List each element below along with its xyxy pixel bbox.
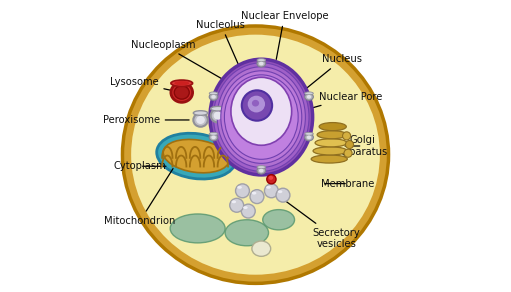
Ellipse shape <box>211 109 225 122</box>
Ellipse shape <box>174 86 189 99</box>
Ellipse shape <box>307 135 311 139</box>
Ellipse shape <box>196 116 205 124</box>
Ellipse shape <box>214 112 222 120</box>
Ellipse shape <box>266 186 271 189</box>
Ellipse shape <box>257 59 266 62</box>
Ellipse shape <box>243 206 248 209</box>
Ellipse shape <box>171 83 193 102</box>
Ellipse shape <box>344 149 352 157</box>
Ellipse shape <box>250 190 264 204</box>
Ellipse shape <box>305 134 313 141</box>
Ellipse shape <box>174 81 189 85</box>
Ellipse shape <box>209 134 218 141</box>
Ellipse shape <box>209 93 218 100</box>
Text: Nucleus: Nucleus <box>298 54 362 95</box>
Ellipse shape <box>193 111 208 115</box>
Ellipse shape <box>257 60 266 67</box>
Ellipse shape <box>305 92 313 95</box>
Ellipse shape <box>214 63 309 171</box>
Ellipse shape <box>278 190 283 193</box>
Text: Peroxisome: Peroxisome <box>103 115 189 125</box>
Ellipse shape <box>231 77 292 145</box>
Ellipse shape <box>210 59 313 175</box>
Text: Golgi
Apparatus: Golgi Apparatus <box>337 135 388 157</box>
Text: Membrane: Membrane <box>321 179 375 189</box>
Ellipse shape <box>311 155 347 163</box>
Text: Secretory
vesicles: Secretory vesicles <box>284 200 360 249</box>
Ellipse shape <box>217 67 306 167</box>
Ellipse shape <box>257 167 266 174</box>
Ellipse shape <box>265 184 278 198</box>
Ellipse shape <box>252 100 259 107</box>
Ellipse shape <box>241 204 255 218</box>
Ellipse shape <box>252 192 257 194</box>
Ellipse shape <box>315 139 347 147</box>
Text: Nucleolus: Nucleolus <box>196 20 251 94</box>
Ellipse shape <box>305 132 313 135</box>
Ellipse shape <box>157 133 236 179</box>
Ellipse shape <box>131 35 380 275</box>
Ellipse shape <box>259 169 264 173</box>
Ellipse shape <box>211 106 225 111</box>
Ellipse shape <box>209 92 218 95</box>
Ellipse shape <box>163 139 229 173</box>
Text: Cytoplasm: Cytoplasm <box>113 161 166 171</box>
Ellipse shape <box>317 131 346 139</box>
Ellipse shape <box>224 75 298 159</box>
Ellipse shape <box>170 214 225 243</box>
Ellipse shape <box>342 132 351 140</box>
Ellipse shape <box>171 80 193 86</box>
Ellipse shape <box>211 135 216 139</box>
Ellipse shape <box>345 140 354 149</box>
Ellipse shape <box>237 186 242 189</box>
Ellipse shape <box>252 241 271 256</box>
Ellipse shape <box>211 95 216 99</box>
Ellipse shape <box>313 147 347 155</box>
Text: Lysosome: Lysosome <box>110 77 172 91</box>
Ellipse shape <box>242 90 272 121</box>
Ellipse shape <box>231 200 236 203</box>
Ellipse shape <box>276 188 290 202</box>
Text: Mitochondrion: Mitochondrion <box>104 168 175 226</box>
Ellipse shape <box>230 198 244 212</box>
Ellipse shape <box>248 96 265 112</box>
Ellipse shape <box>209 132 218 135</box>
Ellipse shape <box>319 123 346 131</box>
Ellipse shape <box>307 95 311 99</box>
Ellipse shape <box>257 166 266 168</box>
Ellipse shape <box>305 93 313 100</box>
Text: Nucleoplasm: Nucleoplasm <box>131 40 236 87</box>
Ellipse shape <box>267 175 276 184</box>
Text: Nuclear Envelope: Nuclear Envelope <box>241 11 328 59</box>
Ellipse shape <box>259 62 264 65</box>
Ellipse shape <box>123 26 388 283</box>
Ellipse shape <box>268 176 273 180</box>
Text: Nuclear Pore: Nuclear Pore <box>313 92 383 108</box>
Ellipse shape <box>236 184 249 198</box>
Ellipse shape <box>193 113 208 127</box>
Ellipse shape <box>225 220 268 246</box>
Ellipse shape <box>221 71 302 163</box>
Ellipse shape <box>263 210 294 230</box>
